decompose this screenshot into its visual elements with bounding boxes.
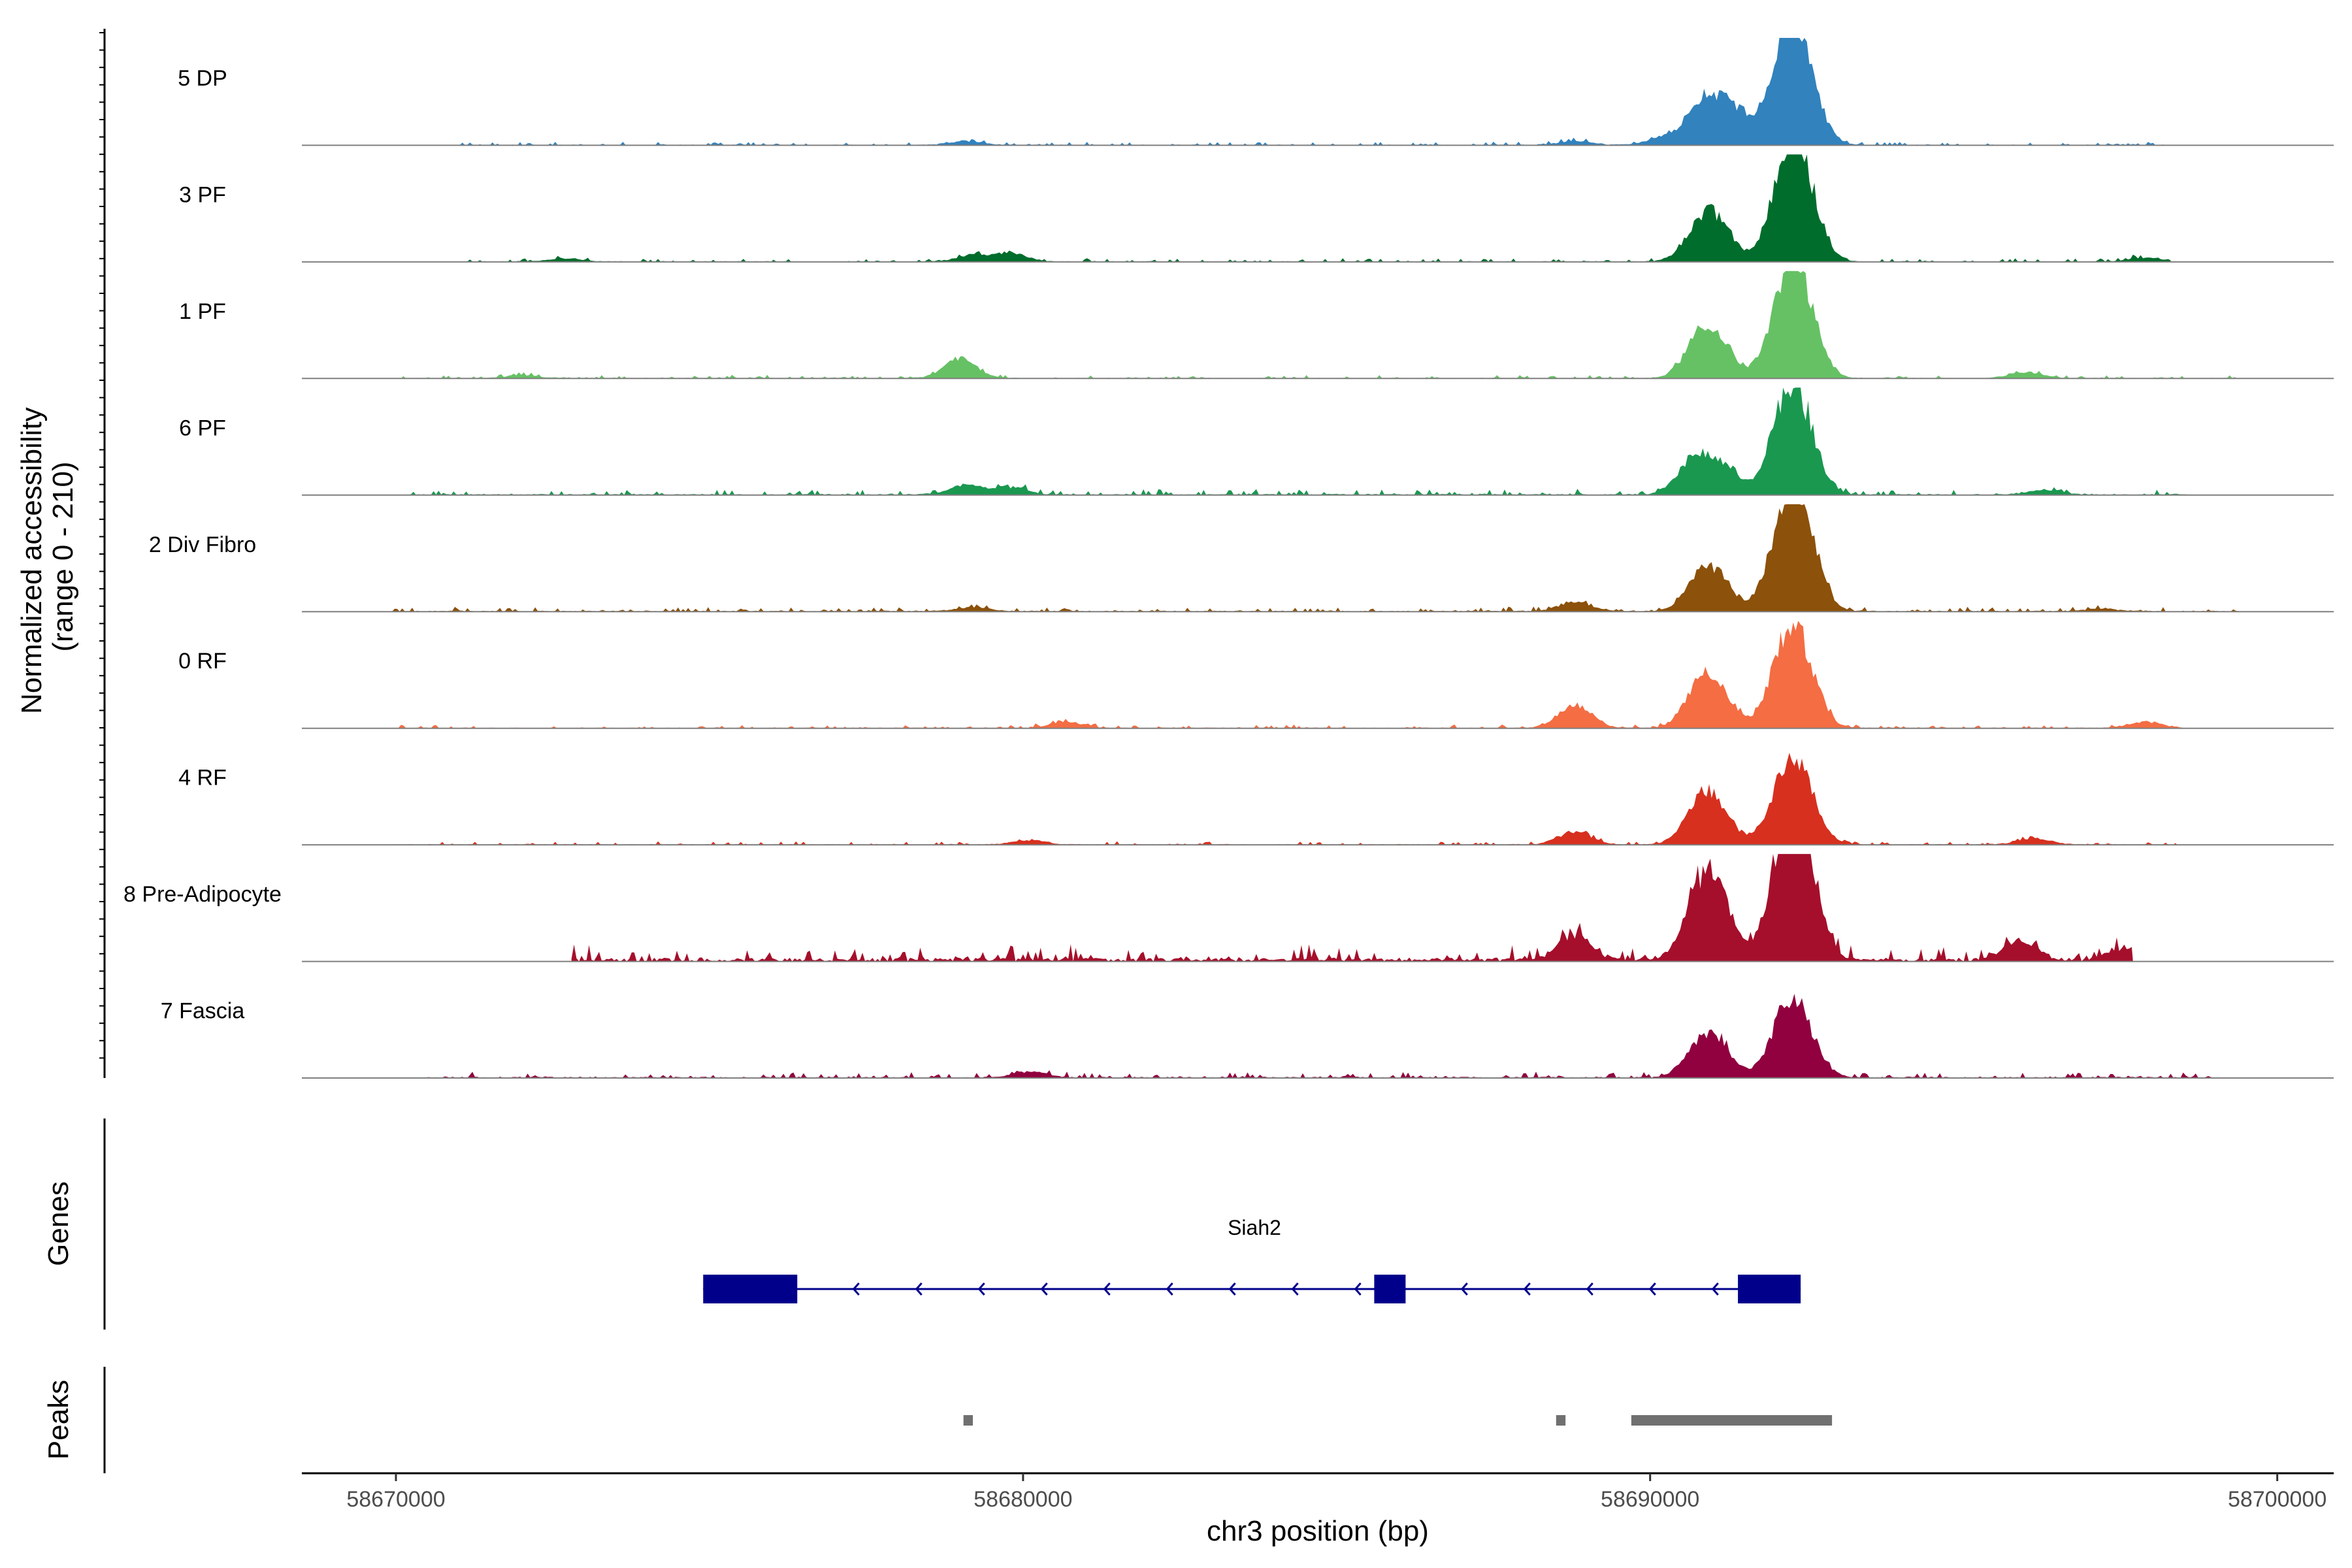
track-8-pre-adipocyte: 8 Pre-Adipocyte [123, 854, 2334, 962]
strand-arrow [915, 1282, 923, 1296]
coverage-area [408, 387, 2190, 495]
coverage-area [452, 38, 2164, 146]
track-7-fascia: 7 Fascia [161, 994, 2334, 1079]
coverage-y-ticks [99, 32, 105, 1059]
strand-arrow [1460, 1282, 1468, 1296]
coverage-area [465, 154, 2171, 262]
coverage-area [571, 854, 2133, 962]
coverage-area [427, 994, 2215, 1078]
strand-arrow [1648, 1282, 1656, 1296]
strand-arrow [1711, 1282, 1719, 1296]
strand-arrow [1166, 1282, 1173, 1296]
track-5-dp: 5 DP [178, 38, 2334, 146]
track-label: 4 RF [178, 766, 227, 791]
x-tick-label: 58680000 [973, 1487, 1072, 1512]
genes-axis-title: Genes [42, 1181, 74, 1266]
y-axis-title-line-2: (range 0 - 210) [47, 461, 79, 651]
strand-arrow [1291, 1282, 1299, 1296]
peaks-axis-title: Peaks [42, 1380, 74, 1460]
strand-arrow [977, 1282, 985, 1296]
x-axis-title: chr3 position (bp) [1207, 1515, 1429, 1547]
genes-section: Genes Siah2 [42, 1119, 1801, 1330]
gene-exon [1738, 1275, 1801, 1303]
x-axis: 58670000 58680000 58690000 58700000 chr3 po… [302, 1472, 2334, 1547]
peak-region [1631, 1415, 1833, 1426]
coverage-section: Normalized accessibility (range 0 - 210)… [16, 29, 2334, 1079]
y-axis-title-line-1: Normalized accessibility [16, 407, 48, 713]
peak-region [1556, 1415, 1566, 1426]
track-label: 5 DP [178, 66, 227, 91]
coverage-area [389, 753, 2178, 845]
track-2-div-fibro: 2 Div Fibro [149, 504, 2334, 613]
peak-region [963, 1415, 973, 1426]
strand-arrow [1523, 1282, 1531, 1296]
peak-regions [963, 1415, 1833, 1426]
coverage-area [389, 504, 2240, 612]
gene-model-siah2 [703, 1275, 1801, 1303]
track-4-rf: 4 RF [178, 753, 2334, 846]
track-label: 3 PF [179, 182, 226, 207]
gene-exon [1374, 1275, 1406, 1303]
x-tick-label: 58690000 [1601, 1487, 1699, 1512]
strand-arrow [852, 1282, 860, 1296]
track-label: 1 PF [179, 299, 226, 324]
coverage-y-axis-title: Normalized accessibility (range 0 - 210) [16, 399, 79, 714]
coverage-tracks: 5 DP 3 PF 1 PF 6 PF 2 Div Fibro 0 RF 4 RF 8 Pre… [123, 38, 2334, 1079]
track-0-rf: 0 RF [178, 621, 2334, 729]
strand-arrow [1040, 1282, 1048, 1296]
track-label: 2 Div Fibro [149, 532, 256, 557]
track-3-pf: 3 PF [179, 154, 2334, 263]
x-ticks: 58670000 58680000 58690000 58700000 [346, 1473, 2327, 1512]
strand-arrow [1586, 1282, 1593, 1296]
strand-arrow [1103, 1282, 1111, 1296]
strand-arrow [1354, 1282, 1362, 1296]
gene-name-label: Siah2 [1228, 1216, 1281, 1239]
x-tick-label: 58700000 [2228, 1487, 2327, 1512]
strand-arrow [1228, 1282, 1236, 1296]
track-1-pf: 1 PF [179, 270, 2334, 380]
coverage-area [396, 621, 2183, 728]
track-label: 6 PF [179, 416, 226, 440]
x-tick-label: 58670000 [346, 1487, 445, 1512]
peaks-section: Peaks [42, 1367, 1833, 1473]
gene-exon [703, 1275, 798, 1303]
coverage-area [396, 270, 2240, 379]
track-label: 0 RF [178, 649, 227, 674]
track-6-pf: 6 PF [179, 387, 2334, 496]
track-label: 8 Pre-Adipocyte [123, 882, 282, 907]
track-label: 7 Fascia [161, 999, 245, 1024]
